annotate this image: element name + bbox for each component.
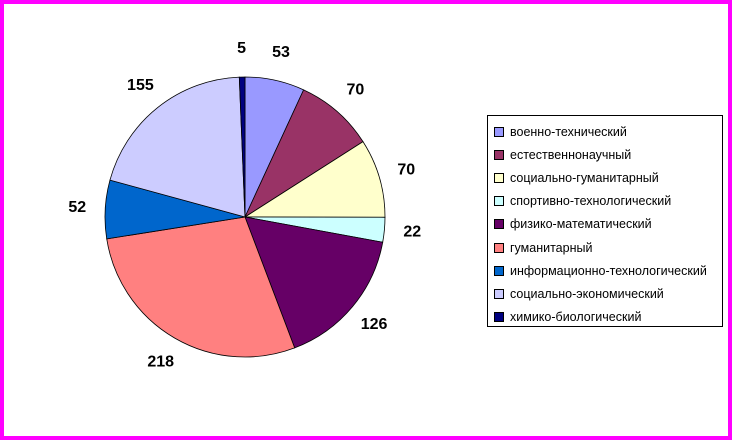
- legend-swatch-5: [494, 242, 504, 253]
- pie-slice-1: [244, 89, 364, 219]
- pie-slice-2: [243, 141, 386, 218]
- legend-item-5: гуманитарный: [494, 236, 722, 259]
- legend-label-8: химико-биологический: [510, 310, 642, 325]
- pie-data-labels: 53 70 70 22 126 218 52 155 5: [68, 40, 421, 370]
- legend-item-4: физико-математический: [494, 213, 722, 236]
- pie-slice-5: [106, 216, 296, 358]
- legend-item-6: информационно-технологический: [494, 259, 722, 282]
- legend-label-1: естественнонаучный: [510, 147, 632, 162]
- legend-swatch-7: [494, 288, 504, 299]
- legend-label-4: физико-математический: [510, 217, 652, 232]
- data-label-0: 53: [272, 44, 290, 61]
- pie-slice-4: [244, 216, 384, 349]
- legend-item-0: военно-технический: [494, 120, 722, 143]
- legend-swatch-4: [494, 219, 504, 230]
- pie-slice-8: [238, 76, 246, 218]
- pie-slices: [104, 76, 386, 358]
- legend-swatch-2: [494, 172, 504, 183]
- data-label-6: 52: [68, 199, 86, 216]
- chart-area: 53 70 70 22 126 218 52 155 5 военно-технический е…: [4, 4, 728, 436]
- data-label-4: 126: [361, 316, 388, 333]
- data-label-5: 218: [147, 354, 174, 371]
- data-label-3: 22: [403, 224, 421, 241]
- legend-label-7: социально-экономический: [510, 286, 664, 301]
- data-label-8: 5: [237, 40, 246, 57]
- legend-item-8: химико-биологический: [494, 306, 722, 329]
- data-label-2: 70: [397, 161, 415, 178]
- pie-chart: 53 70 70 22 126 218 52 155 5: [68, 40, 421, 370]
- legend-swatch-8: [494, 312, 504, 323]
- legend-label-2: социально-гуманитарный: [510, 170, 659, 185]
- data-label-1: 70: [347, 82, 365, 99]
- legend-item-7: социально-экономический: [494, 282, 722, 305]
- legend-swatch-0: [494, 126, 504, 137]
- legend-label-0: военно-технический: [510, 124, 627, 139]
- legend-swatch-3: [494, 196, 504, 207]
- legend-label-3: спортивно-технологический: [510, 194, 672, 209]
- chart-legend: военно-технический естественнонаучный соци…: [487, 115, 723, 327]
- legend-label-6: информационно-технологический: [510, 263, 707, 278]
- legend-item-2: социально-гуманитарный: [494, 166, 722, 189]
- legend-item-1: естественнонаучный: [494, 143, 722, 166]
- data-label-7: 155: [127, 77, 154, 94]
- legend-item-3: спортивно-технологический: [494, 190, 722, 213]
- legend-swatch-1: [494, 149, 504, 160]
- legend-swatch-6: [494, 265, 504, 276]
- legend-label-5: гуманитарный: [510, 240, 593, 255]
- pie-slice-7: [109, 76, 246, 218]
